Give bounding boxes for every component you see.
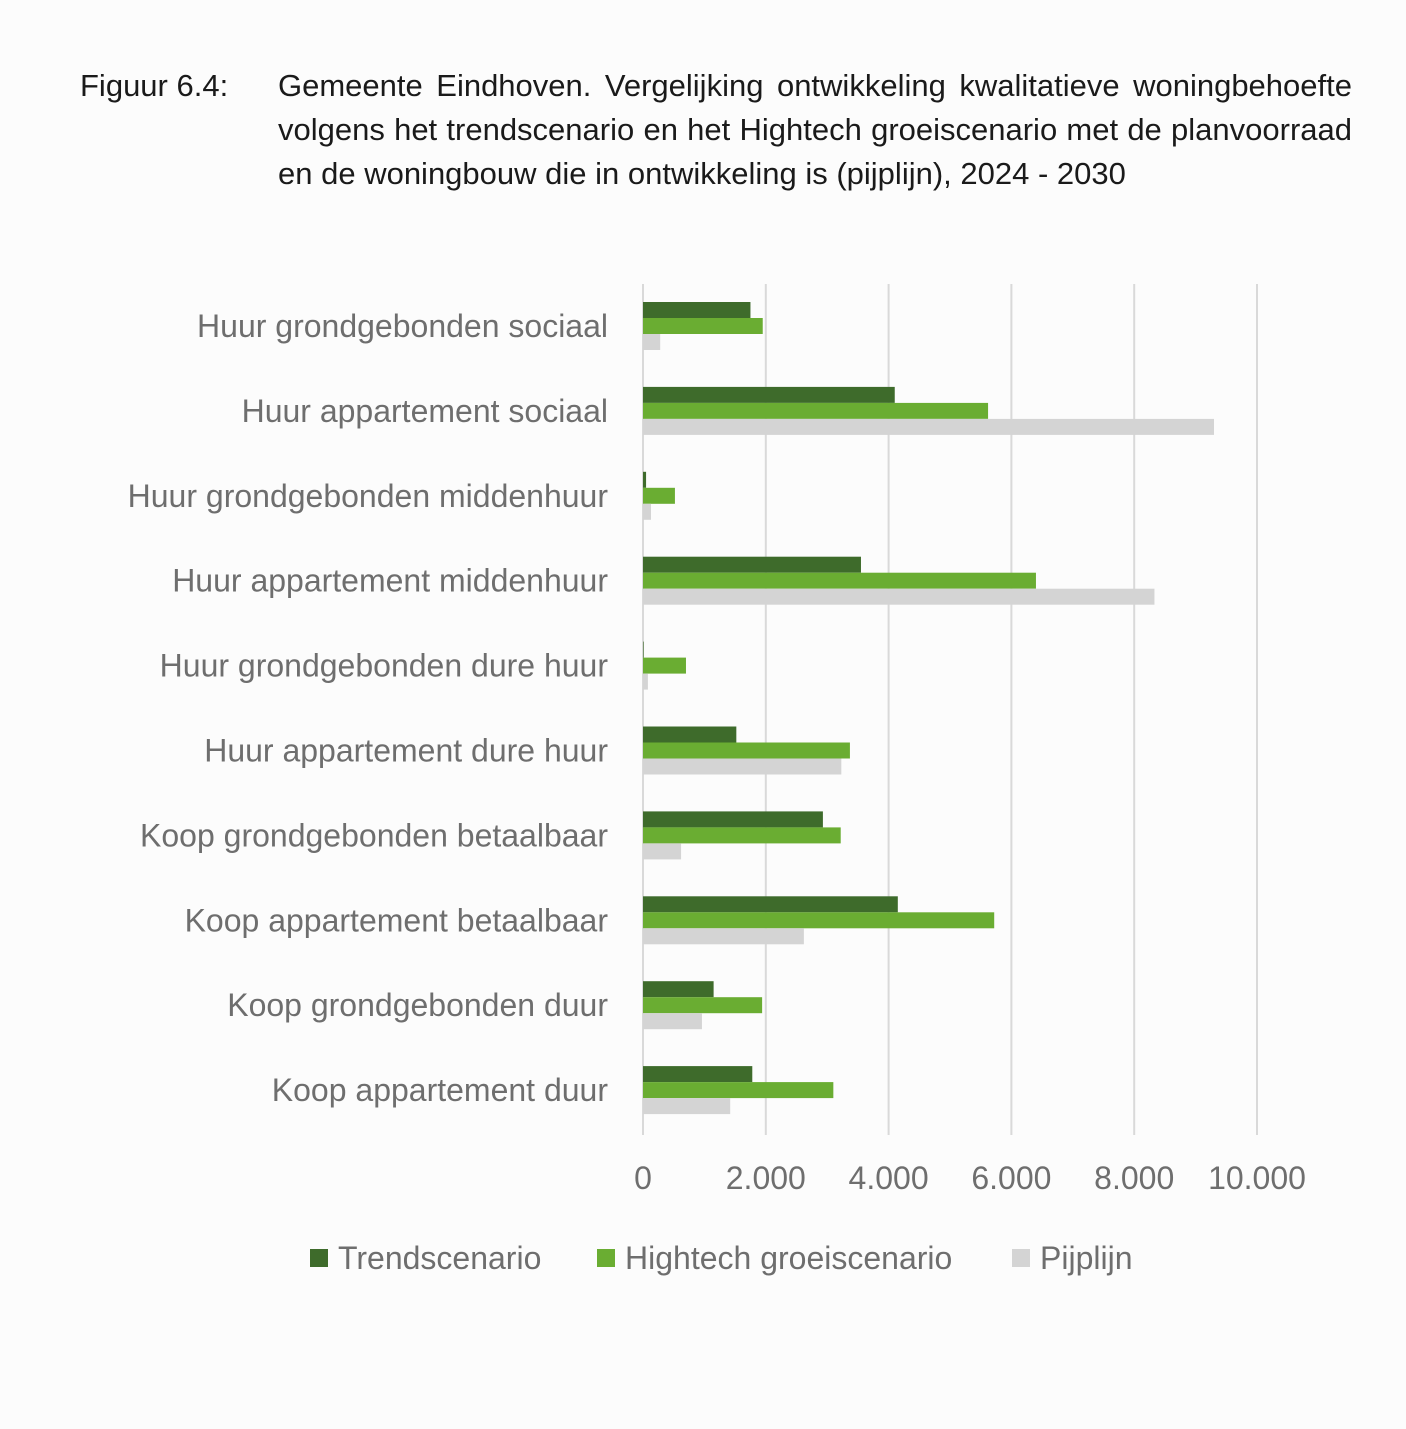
bar-trend — [643, 386, 895, 403]
bar-pijplijn — [643, 503, 651, 520]
bar-pijplijn — [643, 673, 648, 690]
bar-chart: 0 2.000 4.000 6.000 8.000 10.000 Huur grondgeb… — [128, 284, 1306, 1196]
bar-pijplijn — [643, 588, 1155, 605]
category-label: Huur appartement sociaal — [242, 393, 608, 429]
bar-trend — [643, 896, 898, 913]
bar-pijplijn — [643, 1013, 702, 1030]
category-label: Huur grondgebonden dure huur — [160, 648, 609, 684]
bar-hightech — [643, 572, 1036, 589]
category-label: Huur grondgebonden sociaal — [197, 308, 608, 344]
x-tick-label: 6.000 — [971, 1160, 1051, 1196]
chart-legend: Trendscenario Hightech groeiscenario Pijpl… — [0, 1232, 1406, 1284]
bar-trend — [643, 471, 647, 488]
bar-pijplijn — [643, 758, 842, 775]
bar-pijplijn — [643, 334, 661, 350]
bar-trend — [643, 556, 861, 573]
bar-hightech — [643, 742, 850, 759]
bar-pijplijn — [643, 928, 804, 945]
bar-hightech — [643, 997, 763, 1014]
category-label: Koop grondgebonden duur — [227, 987, 608, 1023]
legend-swatch — [310, 1249, 328, 1267]
category-label: Koop grondgebonden betaalbaar — [140, 817, 608, 853]
bar-pijplijn — [643, 843, 682, 860]
bar-trend — [643, 726, 737, 743]
bar-hightech — [643, 912, 995, 929]
legend-swatch — [1012, 1249, 1030, 1267]
x-tick-label: 0 — [634, 1160, 652, 1196]
figure-title: Gemeente Eindhoven. Vergelijking ontwikk… — [278, 68, 1352, 191]
category-label: Koop appartement duur — [272, 1072, 609, 1108]
legend-label: Hightech groeiscenario — [625, 1240, 953, 1276]
bar-pijplijn — [643, 1098, 731, 1115]
legend-label: Trendscenario — [338, 1240, 542, 1276]
x-tick-label: 10.000 — [1208, 1160, 1306, 1196]
bar-hightech — [643, 318, 763, 334]
bar-pijplijn — [643, 418, 1215, 435]
category-label: Koop appartement betaalbaar — [185, 902, 609, 938]
legend-swatch — [597, 1249, 615, 1267]
bar-trend — [643, 1066, 753, 1083]
x-tick-label: 2.000 — [726, 1160, 806, 1196]
x-tick-label: 4.000 — [849, 1160, 929, 1196]
bar-trend — [643, 981, 714, 998]
legend-label: Pijplijn — [1040, 1240, 1133, 1276]
bar-hightech — [643, 487, 675, 504]
bar-trend — [643, 641, 644, 658]
category-label: Huur appartement middenhuur — [172, 563, 608, 599]
bar-hightech — [643, 1082, 834, 1099]
bar-trend — [643, 302, 751, 318]
category-label: Huur appartement dure huur — [204, 733, 608, 769]
figure-caption: Figuur 6.4: Gemeente Eindhoven. Vergelij… — [80, 64, 1352, 244]
category-label: Huur grondgebonden middenhuur — [128, 478, 609, 514]
bar-trend — [643, 811, 823, 828]
bar-hightech — [643, 827, 841, 844]
bar-hightech — [643, 402, 989, 419]
figure-label: Figuur 6.4: — [80, 68, 229, 103]
bar-hightech — [643, 657, 686, 674]
x-tick-label: 8.000 — [1094, 1160, 1174, 1196]
